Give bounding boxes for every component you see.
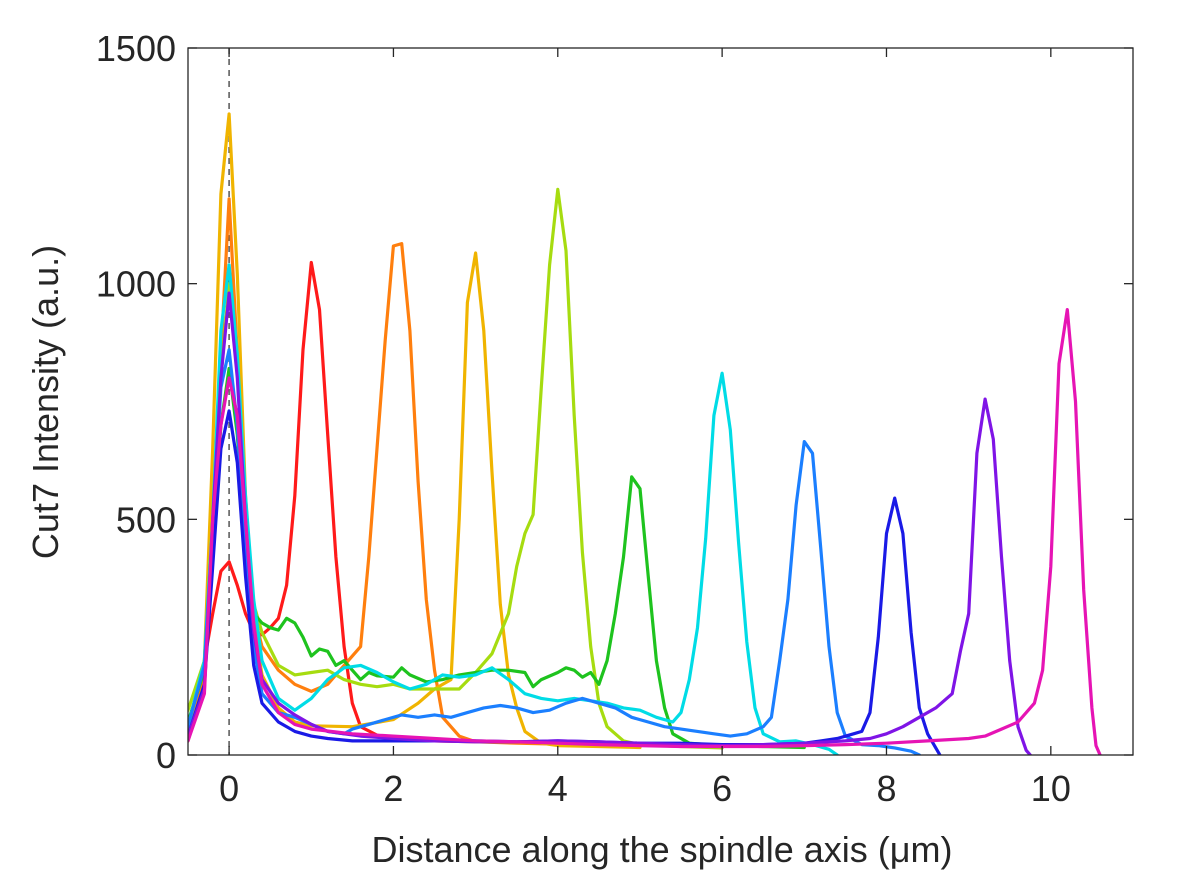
x-tick-label: 8 [876, 768, 896, 809]
series-line-3 [188, 112, 642, 750]
y-tick-label: 0 [156, 735, 176, 776]
series-line-10 [188, 308, 1102, 755]
axes: 0 2 4 6 8 10 0 500 1000 1500 [96, 28, 1134, 809]
series-line-9 [188, 291, 1032, 755]
y-tick-label: 500 [116, 499, 176, 540]
x-axis-label: Distance along the spindle axis (μm) [371, 829, 952, 870]
x-tick-label: 0 [219, 768, 239, 809]
x-tick-label: 2 [383, 768, 403, 809]
plot-area [188, 48, 1102, 755]
y-axis-label: Cut7 Intensity (a.u.) [25, 245, 66, 559]
x-tick-label: 4 [548, 768, 568, 809]
series-line-7 [188, 348, 921, 755]
axes-box [187, 47, 1134, 756]
y-tick-label: 1500 [96, 28, 176, 69]
y-tick-label: 1000 [96, 264, 176, 305]
series-line-4 [188, 187, 724, 750]
x-tick-label: 6 [712, 768, 732, 809]
series-line-6 [188, 263, 839, 755]
x-tick-label: 10 [1031, 768, 1071, 809]
